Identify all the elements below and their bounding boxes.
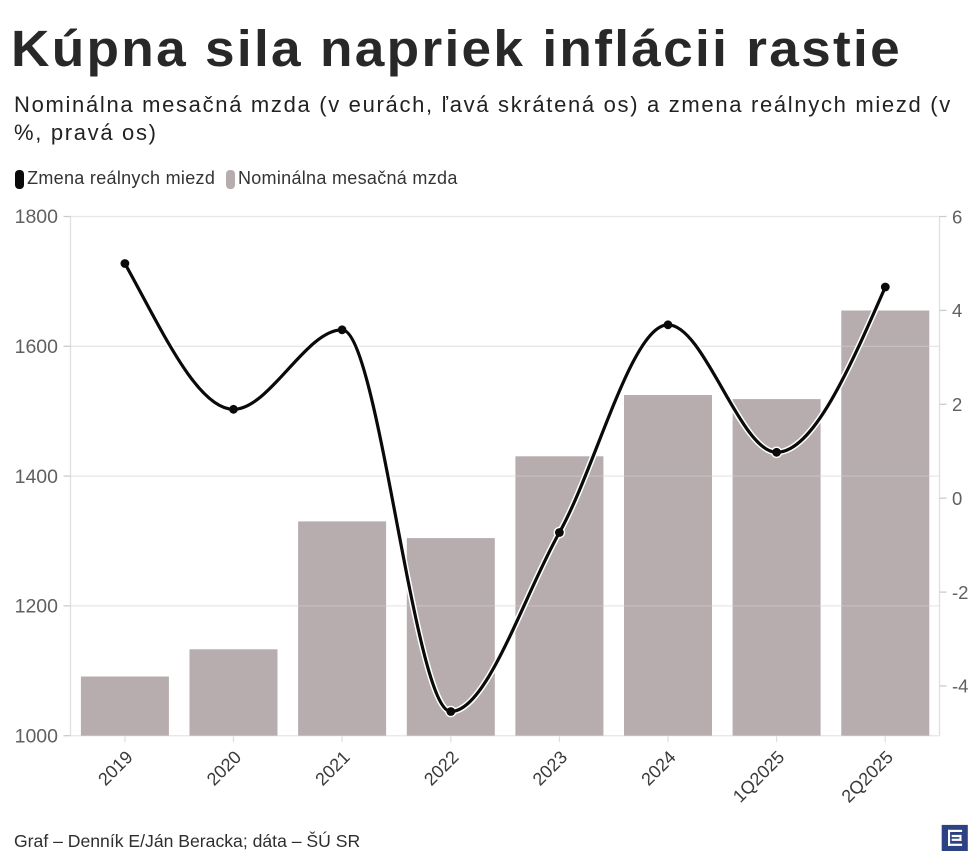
svg-text:2021: 2021 <box>311 747 353 789</box>
svg-text:1400: 1400 <box>15 466 59 488</box>
svg-text:2019: 2019 <box>94 747 136 789</box>
svg-text:1Q2025: 1Q2025 <box>729 747 788 806</box>
svg-text:1000: 1000 <box>15 725 59 747</box>
svg-text:-2: -2 <box>952 582 968 603</box>
svg-text:2022: 2022 <box>420 747 462 789</box>
svg-text:2020: 2020 <box>203 747 245 789</box>
svg-text:6: 6 <box>952 206 962 227</box>
svg-text:1800: 1800 <box>15 206 59 228</box>
svg-text:-4: -4 <box>952 676 968 697</box>
svg-text:2023: 2023 <box>529 747 571 789</box>
svg-text:1200: 1200 <box>15 596 59 618</box>
svg-text:2Q2025: 2Q2025 <box>838 747 897 806</box>
svg-text:2024: 2024 <box>637 747 679 789</box>
svg-text:0: 0 <box>952 488 962 509</box>
svg-text:1600: 1600 <box>15 336 59 358</box>
svg-text:2: 2 <box>952 394 962 415</box>
svg-text:4: 4 <box>952 300 962 321</box>
